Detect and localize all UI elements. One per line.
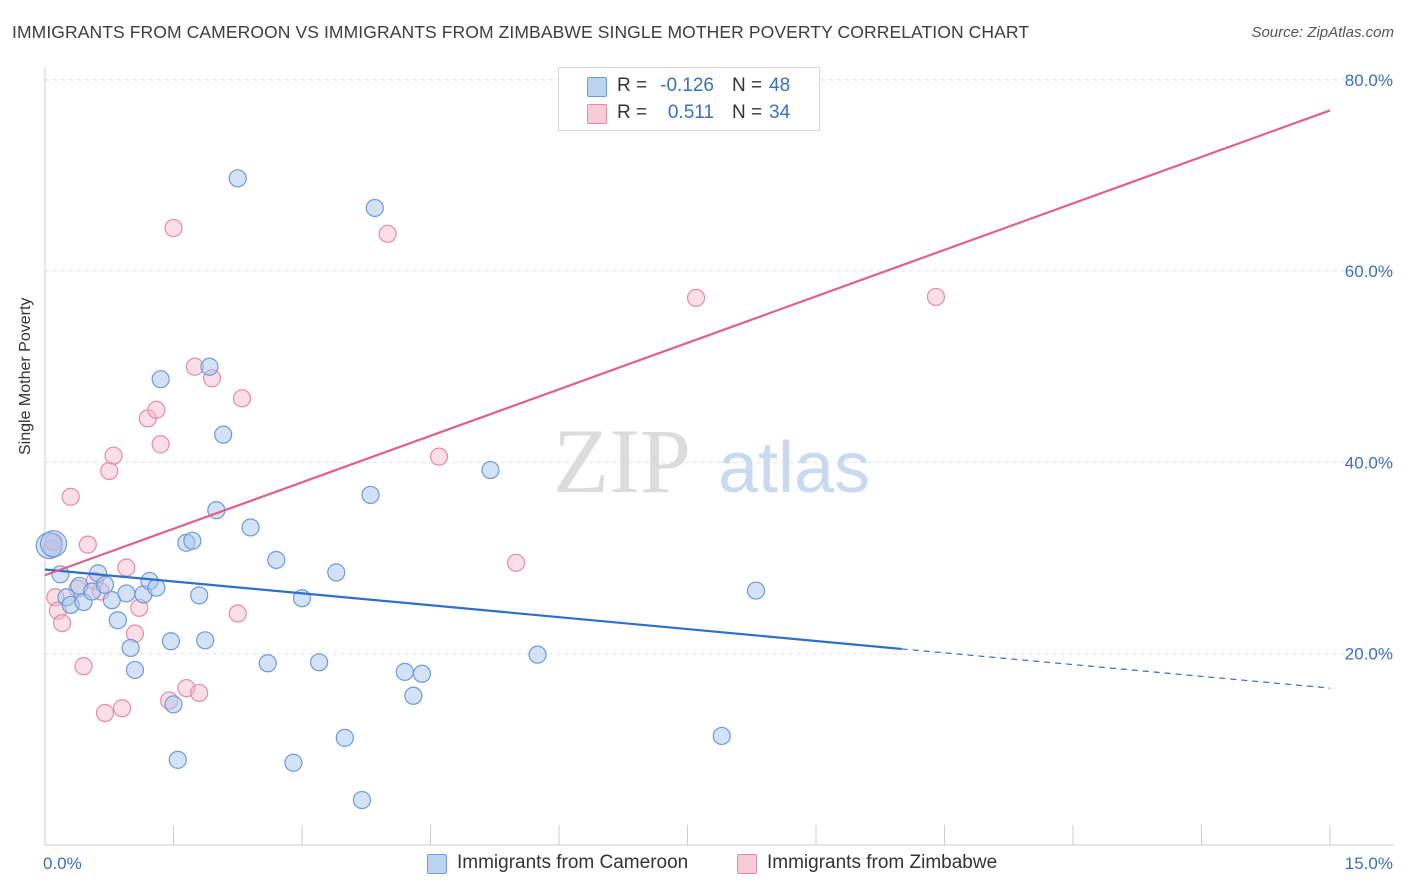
zimbabwe-point [117,558,136,577]
axes [44,68,1394,846]
zimbabwe-point [429,447,449,466]
zimbabwe-point [78,535,97,554]
watermark-atlas: atlas [718,428,870,508]
tick-labels: 20.0% 40.0% 60.0% 80.0% 0.0% 15.0% [43,71,1393,873]
cameroon-point [310,653,329,672]
y-axis-label: Single Mother Poverty [17,297,34,455]
cameroon-point [258,654,277,673]
grid-lines [45,79,1394,655]
cameroon-point [395,662,414,681]
chart-title: IMMIGRANTS FROM CAMEROON VS IMMIGRANTS F… [12,22,1030,42]
cameroon-point [284,753,303,772]
legend-r-value-zimbabwe: 0.511 [667,102,714,123]
cameroon-point [168,750,187,769]
legend-r-label: R = [617,75,648,96]
legend-n-label: N = [732,75,763,96]
zimbabwe-point [147,400,166,419]
zimbabwe-point [164,218,183,238]
cameroon-point [200,357,219,376]
cameroon-point [746,581,766,600]
cameroon-point [365,198,384,218]
cameroon-point [404,686,423,705]
zimbabwe-point [378,224,397,243]
cameroon-trend-extension [901,648,1331,689]
cameroon-point [228,169,247,188]
x-tick-label-min: 0.0% [43,854,82,873]
cameroon-point [151,370,170,389]
cameroon-point [481,460,500,480]
bottom-legend-cameroon-label: Immigrants from Cameroon [457,852,689,873]
y-tick-label: 80.0% [1345,71,1393,90]
zimbabwe-point [686,288,706,307]
cameroon-point [267,550,286,570]
y-tick-label: 40.0% [1345,453,1393,472]
correlation-legend: R = -0.126 N = 48 R = 0.511 N = 34 [558,67,820,131]
legend-swatch-zimbabwe [587,104,607,124]
trend-lines [44,109,1331,689]
y-tick-label: 60.0% [1345,262,1393,281]
x-tick-label-max: 15.0% [1345,854,1393,873]
bottom-swatch-zimbabwe [737,854,757,874]
cameroon-point [214,425,233,444]
legend-n-value-cameroon: 48 [769,75,791,96]
cameroon-point [161,632,181,651]
cameroon-point [352,790,372,810]
bottom-legend-zimbabwe-label: Immigrants from Zimbabwe [767,852,998,873]
cameroon-point [361,485,380,505]
y-tick-label: 20.0% [1345,645,1393,664]
cameroon-point [121,638,140,658]
cameroon-point [125,660,145,680]
zimbabwe-point [53,613,72,633]
zimbabwe-point [112,699,132,718]
zimbabwe-point [232,389,252,408]
legend-r-label: R = [617,102,648,123]
zimbabwe-trend-line [44,109,1331,577]
zimbabwe-point [61,487,80,506]
zimbabwe-point [507,553,526,572]
cameroon-point [39,530,68,558]
bottom-swatch-cameroon [427,854,447,874]
legend-n-label: N = [732,102,763,123]
source-label: Source: ZipAtlas.com [1251,24,1394,41]
cameroon-point [190,586,209,605]
zimbabwe-point [100,461,119,481]
zimbabwe-point [104,446,123,465]
cameroon-point [95,575,115,594]
zimbabwe-point [228,604,247,623]
zimbabwe-point [151,435,170,454]
cameroon-point [327,563,346,582]
cameroon-point [147,578,166,597]
watermark-zip: ZIP [553,410,691,512]
legend-r-value-cameroon: -0.126 [660,75,714,96]
cameroon-trend-line [44,568,902,651]
zimbabwe-point [74,657,93,676]
cameroon-point [164,695,183,714]
legend-n-value-zimbabwe: 34 [769,102,791,123]
zimbabwe-point [190,683,209,703]
cameroon-point [335,728,354,747]
cameroon-point [108,611,127,630]
legend-swatch-cameroon [587,77,607,97]
cameroon-point [528,645,547,664]
cameroon-point [241,518,260,537]
cameroon-point [712,726,731,746]
cameroon-point [196,631,215,650]
cameroon-point [412,664,432,683]
zimbabwe-point [95,703,115,723]
cameroon-point [183,531,202,550]
zimbabwe-point [926,287,946,307]
cameroon-point [117,584,136,603]
